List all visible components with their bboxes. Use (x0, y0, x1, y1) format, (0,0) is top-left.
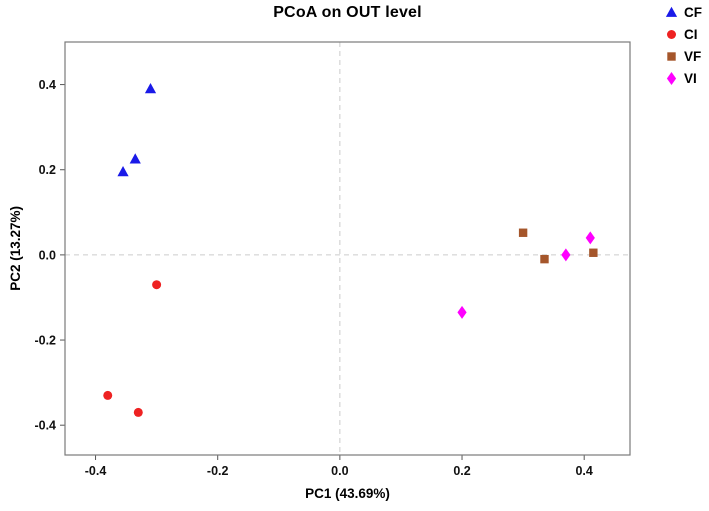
y-tick-label: -0.2 (34, 334, 56, 348)
plot-border (64, 41, 631, 456)
legend-label: VF (684, 49, 702, 64)
legend-item-cf: CF (664, 5, 702, 20)
data-point-VF (589, 248, 598, 257)
data-point-VF (518, 228, 528, 237)
square-icon (667, 52, 676, 61)
x-tick-label: -0.4 (85, 464, 107, 478)
y-axis-label: PC2 (13.27%) (7, 206, 23, 291)
legend-label: CI (684, 27, 698, 42)
y-tick-label: -0.4 (34, 419, 56, 433)
legend-marker (666, 72, 677, 85)
data-point-VI (457, 305, 467, 319)
y-tick-label: 0.2 (39, 163, 56, 177)
legend-marker (667, 52, 676, 61)
legend-marker (665, 6, 678, 17)
x-tick-label: 0.2 (453, 464, 470, 478)
x-tick-label: 0.0 (331, 464, 348, 478)
legend-label: CF (684, 5, 702, 20)
legend-item-ci: CI (664, 27, 702, 42)
x-tick-label: -0.2 (207, 464, 229, 478)
x-tick-label: 0.4 (575, 464, 592, 478)
legend: CF CI VF VI (664, 5, 702, 86)
legend-item-vf: VF (664, 49, 702, 64)
y-tick-label: 0.4 (39, 78, 56, 92)
y-axis-label-wrap: PC2 (13.27%) (2, 42, 28, 455)
legend-item-vi: VI (664, 71, 702, 86)
data-point-CF (144, 83, 157, 94)
legend-marker (667, 30, 676, 39)
data-point-CF (117, 166, 129, 177)
data-point-CI (133, 407, 143, 417)
data-point-VI (585, 231, 595, 245)
triangle-icon (665, 6, 678, 17)
diamond-icon (666, 72, 677, 85)
data-point-CI (103, 390, 113, 400)
data-point-CF (129, 153, 141, 164)
chart-title: PCoA on OUT level (273, 4, 422, 21)
data-point-CI (152, 280, 162, 290)
y-tick-label: 0.0 (39, 248, 56, 262)
circle-icon (667, 30, 676, 39)
legend-label: VI (684, 71, 697, 86)
x-axis-label: PC1 (43.69%) (305, 486, 390, 501)
data-point-VF (540, 254, 549, 264)
data-point-VI (561, 248, 571, 262)
